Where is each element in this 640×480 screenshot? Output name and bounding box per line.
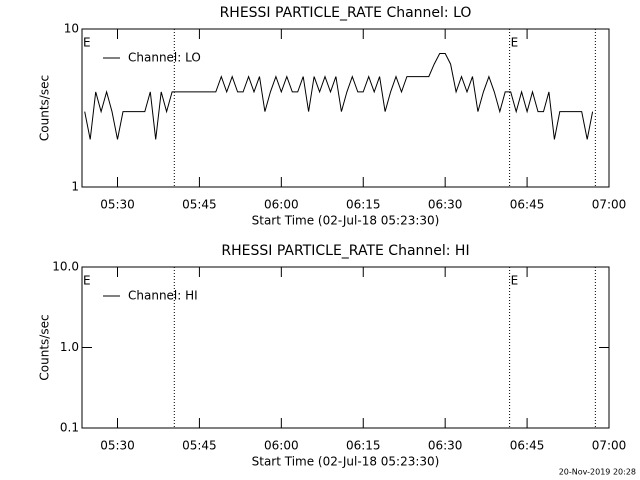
y-tick-label: 1.0 xyxy=(60,340,79,354)
x-tick-label: 06:30 xyxy=(428,439,463,453)
y-tick-label: 10.0 xyxy=(52,260,79,274)
x-tick-label: 05:45 xyxy=(182,439,217,453)
y-tick-label: 10 xyxy=(64,22,79,36)
x-tick-label: 06:00 xyxy=(264,198,299,212)
footer: 20-Nov-2019 20:28 xyxy=(559,468,636,477)
y-axis-label: Counts/sec xyxy=(38,314,52,380)
x-tick-label: 06:15 xyxy=(346,198,381,212)
event-label: E xyxy=(83,36,91,50)
x-tick-label: 07:00 xyxy=(592,198,627,212)
x-tick-label: 05:45 xyxy=(182,198,217,212)
legend-label: Channel: HI xyxy=(128,289,198,303)
data-line xyxy=(84,53,594,140)
x-tick-label: 05:30 xyxy=(100,439,135,453)
y-tick-label: 1 xyxy=(71,180,79,194)
x-tick-label: 06:45 xyxy=(510,439,545,453)
y-tick-label: 0.1 xyxy=(60,421,79,435)
x-tick-label: 06:30 xyxy=(428,198,463,212)
event-label: E xyxy=(511,36,519,50)
y-axis-label: Counts/sec xyxy=(38,75,52,141)
chart-title: RHESSI PARTICLE_RATE Channel: LO xyxy=(220,5,472,21)
chart-title: RHESSI PARTICLE_RATE Channel: HI xyxy=(221,243,469,259)
x-axis-label: Start Time (02-Jul-18 05:23:30) xyxy=(252,455,440,469)
x-tick-label: 06:45 xyxy=(510,198,545,212)
event-label: E xyxy=(83,274,91,288)
plot-frame xyxy=(81,28,610,188)
legend-label: Channel: LO xyxy=(128,51,201,65)
x-tick-label: 06:00 xyxy=(264,439,299,453)
x-tick-label: 05:30 xyxy=(100,198,135,212)
event-label: E xyxy=(511,274,519,288)
x-tick-label: 06:15 xyxy=(346,439,381,453)
x-axis-label: Start Time (02-Jul-18 05:23:30) xyxy=(252,214,440,228)
x-tick-label: 07:00 xyxy=(592,439,627,453)
